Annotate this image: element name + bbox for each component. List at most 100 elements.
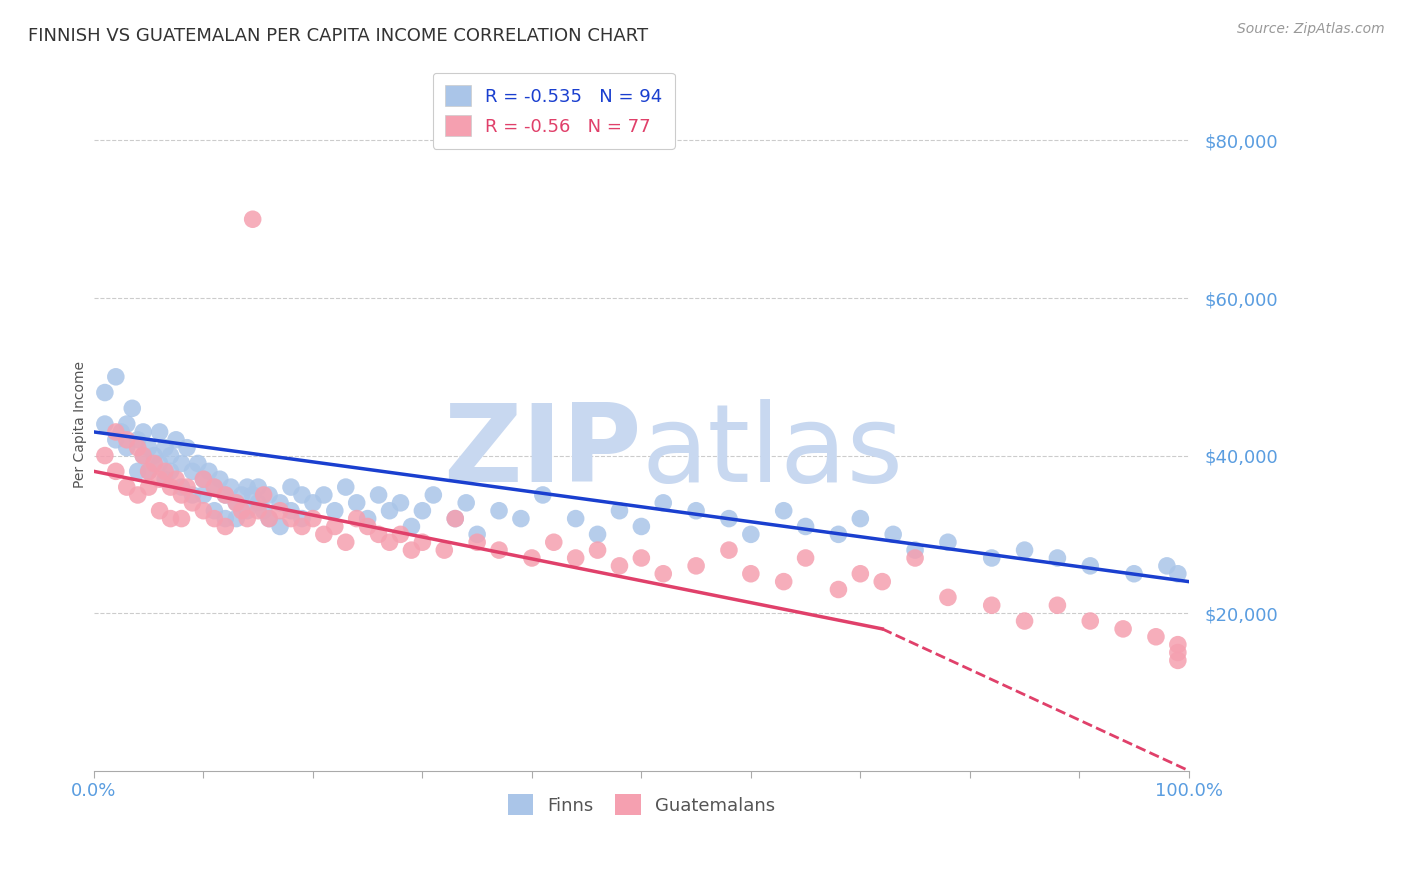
Point	[219, 480, 242, 494]
Point	[1156, 558, 1178, 573]
Point	[433, 543, 456, 558]
Point	[980, 599, 1002, 613]
Point	[181, 488, 204, 502]
Point	[159, 511, 181, 525]
Point	[202, 480, 225, 494]
Point	[198, 464, 221, 478]
Point	[257, 488, 280, 502]
Point	[225, 496, 247, 510]
Point	[127, 433, 149, 447]
Point	[153, 464, 176, 478]
Point	[302, 511, 325, 525]
Point	[323, 504, 346, 518]
Point	[94, 417, 117, 431]
Point	[280, 480, 302, 494]
Point	[980, 551, 1002, 566]
Point	[772, 574, 794, 589]
Point	[165, 433, 187, 447]
Point	[225, 496, 247, 510]
Point	[121, 401, 143, 416]
Point	[367, 488, 389, 502]
Point	[280, 511, 302, 525]
Point	[870, 574, 893, 589]
Point	[520, 551, 543, 566]
Point	[127, 441, 149, 455]
Point	[1123, 566, 1146, 581]
Point	[827, 582, 849, 597]
Point	[159, 464, 181, 478]
Text: atlas: atlas	[641, 399, 904, 505]
Legend: Finns, Guatemalans: Finns, Guatemalans	[499, 785, 785, 824]
Point	[236, 504, 259, 518]
Point	[153, 441, 176, 455]
Point	[231, 488, 253, 502]
Point	[609, 504, 631, 518]
Point	[269, 496, 291, 510]
Point	[110, 425, 132, 439]
Point	[630, 551, 652, 566]
Point	[630, 519, 652, 533]
Point	[794, 551, 817, 566]
Point	[127, 488, 149, 502]
Point	[159, 449, 181, 463]
Point	[138, 441, 160, 455]
Point	[115, 417, 138, 431]
Point	[214, 519, 236, 533]
Point	[170, 488, 193, 502]
Point	[302, 496, 325, 510]
Point	[193, 472, 215, 486]
Point	[444, 511, 467, 525]
Point	[1112, 622, 1135, 636]
Point	[685, 504, 707, 518]
Point	[132, 449, 155, 463]
Point	[1014, 543, 1036, 558]
Point	[717, 511, 740, 525]
Point	[740, 566, 762, 581]
Point	[193, 504, 215, 518]
Point	[236, 511, 259, 525]
Point	[849, 566, 872, 581]
Point	[153, 472, 176, 486]
Point	[936, 535, 959, 549]
Point	[652, 566, 675, 581]
Point	[242, 212, 264, 227]
Point	[1144, 630, 1167, 644]
Point	[176, 480, 198, 494]
Point	[740, 527, 762, 541]
Point	[488, 543, 510, 558]
Point	[609, 558, 631, 573]
Point	[187, 457, 209, 471]
Point	[94, 385, 117, 400]
Point	[335, 480, 357, 494]
Point	[115, 441, 138, 455]
Point	[1167, 653, 1189, 667]
Point	[149, 504, 172, 518]
Text: ZIP: ZIP	[443, 399, 641, 505]
Point	[335, 535, 357, 549]
Point	[159, 480, 181, 494]
Point	[312, 488, 335, 502]
Point	[132, 425, 155, 439]
Point	[564, 511, 586, 525]
Point	[165, 472, 187, 486]
Point	[257, 511, 280, 525]
Point	[202, 480, 225, 494]
Point	[149, 457, 172, 471]
Point	[176, 441, 198, 455]
Point	[149, 472, 172, 486]
Point	[1046, 599, 1069, 613]
Point	[231, 504, 253, 518]
Point	[138, 464, 160, 478]
Point	[652, 496, 675, 510]
Point	[378, 504, 401, 518]
Y-axis label: Per Capita Income: Per Capita Income	[73, 360, 87, 488]
Point	[104, 464, 127, 478]
Point	[242, 488, 264, 502]
Point	[181, 496, 204, 510]
Point	[401, 519, 423, 533]
Point	[1046, 551, 1069, 566]
Point	[202, 504, 225, 518]
Point	[378, 535, 401, 549]
Point	[465, 535, 488, 549]
Point	[389, 496, 412, 510]
